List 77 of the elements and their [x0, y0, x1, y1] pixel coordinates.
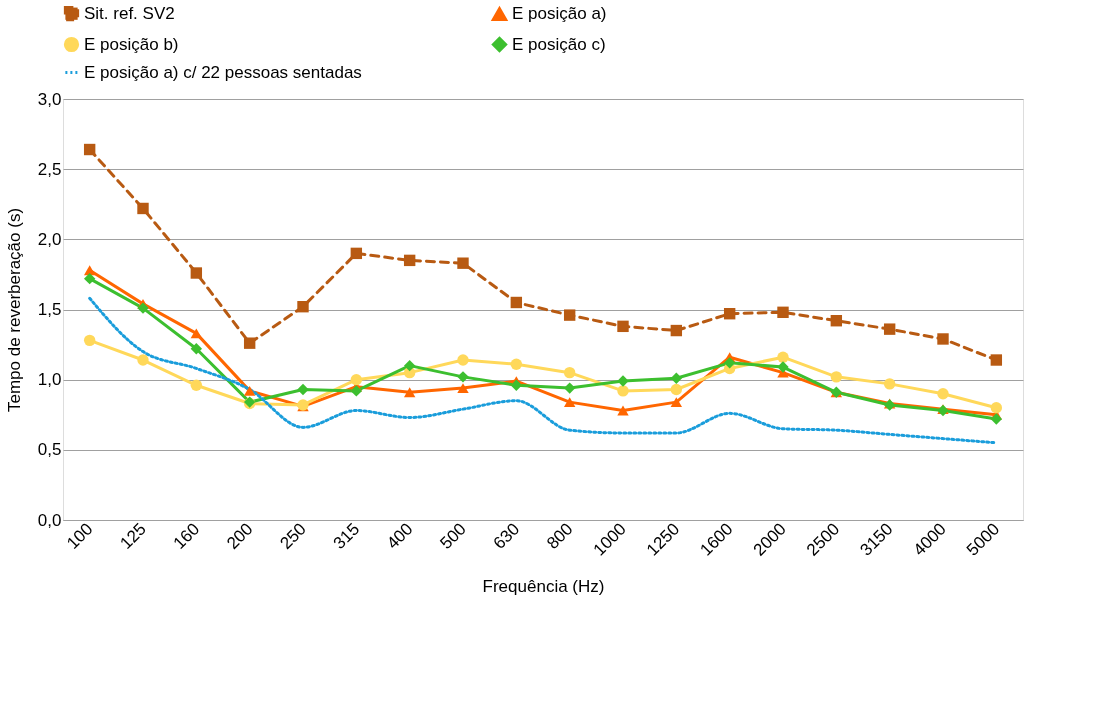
- point: [617, 385, 629, 397]
- point: [617, 320, 629, 333]
- point: [937, 388, 949, 400]
- legend-label: E posição a) c/ 22 pessoas sentadas: [84, 62, 362, 82]
- line-series: [88, 296, 998, 445]
- x-tick-label: 400: [383, 519, 417, 553]
- x-tick-label: 100: [63, 519, 97, 553]
- point: [670, 383, 683, 396]
- point: [83, 272, 96, 285]
- x-axis-title: Frequência (Hz): [482, 576, 605, 596]
- point: [990, 413, 1003, 425]
- x-tick-label: 315: [329, 519, 364, 553]
- point: [670, 324, 683, 337]
- point: [297, 300, 309, 313]
- point: [990, 354, 1003, 366]
- point: [777, 351, 789, 363]
- point: [83, 265, 96, 276]
- y-tick-label: 1,5: [37, 300, 62, 319]
- point: [243, 385, 256, 396]
- legend-label: E posição c): [512, 34, 606, 54]
- point: [83, 334, 96, 347]
- x-tick-label: 125: [116, 519, 150, 553]
- x-tick-label: 630: [489, 519, 524, 553]
- point: [403, 254, 416, 267]
- point: [883, 378, 896, 390]
- point: [350, 247, 363, 260]
- point: [137, 302, 149, 314]
- point: [350, 385, 363, 397]
- y-axis-title: Tempo de reverberação (s): [4, 207, 24, 413]
- x-tick-label: 200: [223, 519, 257, 553]
- x-tick-label: 800: [543, 519, 577, 553]
- x-tick-label: 250: [276, 519, 310, 553]
- legend-label: E posição a): [512, 4, 607, 24]
- point: [510, 379, 523, 391]
- point: [403, 359, 416, 372]
- point: [563, 397, 576, 408]
- point: [777, 306, 789, 319]
- point: [83, 143, 96, 156]
- y-tick-label: 1,0: [37, 370, 62, 390]
- point: [990, 402, 1003, 414]
- point: [457, 354, 469, 366]
- y-tick-label: 2,5: [37, 159, 62, 179]
- point: [190, 267, 203, 279]
- point: [510, 358, 523, 370]
- point: [457, 257, 469, 269]
- legend-label: E posição b): [84, 34, 179, 54]
- point: [617, 375, 629, 387]
- point: [457, 371, 469, 383]
- y-tick-label: 0,5: [37, 440, 62, 460]
- point: [777, 361, 789, 373]
- point: [830, 315, 843, 327]
- point: [190, 343, 203, 355]
- point: [190, 328, 203, 339]
- point: [617, 405, 629, 416]
- point: [137, 354, 149, 366]
- point: [563, 366, 576, 379]
- point: [137, 202, 149, 215]
- point: [510, 296, 523, 309]
- point: [723, 357, 736, 369]
- x-tick-label: 160: [169, 519, 204, 553]
- point: [350, 373, 363, 386]
- point: [190, 379, 203, 391]
- y-tick-label: 2,0: [37, 229, 62, 249]
- point: [883, 323, 896, 335]
- point: [670, 397, 683, 408]
- point: [403, 387, 416, 398]
- point: [563, 309, 576, 321]
- y-tick-label: 3,0: [37, 89, 62, 109]
- legend-label: Sit. ref. SV2: [84, 3, 175, 23]
- point: [830, 371, 843, 383]
- point: [937, 333, 949, 345]
- x-tick-label: 500: [436, 519, 470, 553]
- point: [297, 383, 309, 396]
- point: [457, 383, 469, 394]
- point: [243, 337, 256, 349]
- point: [723, 308, 736, 320]
- y-tick-label: 0,0: [37, 510, 62, 530]
